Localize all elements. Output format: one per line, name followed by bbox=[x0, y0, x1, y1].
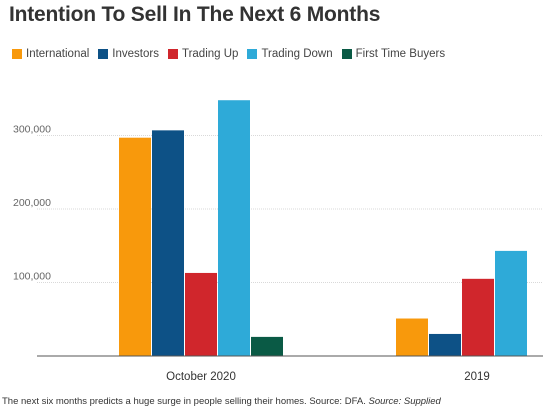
gridlines bbox=[37, 135, 543, 283]
legend-label-first-time-buyers: First Time Buyers bbox=[355, 48, 446, 60]
legend-label-trading-up: Trading Up bbox=[181, 48, 239, 60]
x-tick-label-2019: 2019 bbox=[464, 371, 490, 383]
chart-title: Intention To Sell In The Next 6 Months bbox=[9, 3, 381, 26]
bar-trading-up-2019 bbox=[462, 278, 494, 356]
legend-swatch-trading-down bbox=[247, 49, 258, 59]
y-tick-label: 100,000 bbox=[13, 271, 51, 283]
caption-text: The next six months predicts a huge surg… bbox=[2, 396, 366, 407]
legend-label-international: International bbox=[26, 48, 90, 60]
bar-international-october-2020 bbox=[119, 137, 151, 356]
caption-source: Source: Supplied bbox=[368, 396, 441, 407]
bar-investors-october-2020 bbox=[152, 130, 184, 356]
bar-first-time-buyers-october-2020 bbox=[251, 336, 283, 356]
legend-label-trading-down: Trading Down bbox=[261, 48, 333, 60]
legend-item-trading-up: Trading Up bbox=[167, 48, 239, 60]
legend-item-international: International bbox=[12, 48, 89, 60]
y-tick-label: 200,000 bbox=[13, 197, 51, 209]
bar-trading-down-2019 bbox=[495, 250, 527, 356]
x-tick-label-october-2020: October 2020 bbox=[166, 371, 236, 383]
legend-label-investors: Investors bbox=[112, 48, 159, 60]
legend-swatch-trading-up bbox=[167, 49, 178, 59]
bar-trading-down-october-2020 bbox=[218, 100, 250, 356]
legend-item-first-time-buyers: First Time Buyers bbox=[341, 48, 446, 60]
figure-caption: The next six months predicts a huge surg… bbox=[2, 396, 441, 407]
bar-trading-up-october-2020 bbox=[185, 272, 217, 356]
axes: 100,000 200,000 300,000 October 2020 2019 bbox=[13, 124, 543, 383]
legend-item-investors: Investors bbox=[98, 48, 159, 60]
legend-swatch-investors bbox=[98, 49, 109, 59]
legend-swatch-first-time-buyers bbox=[341, 49, 352, 59]
bar-investors-2019 bbox=[429, 333, 461, 356]
legend-swatch-international bbox=[12, 49, 22, 59]
legend: International Investors Trading Up Tradi… bbox=[12, 48, 454, 60]
y-tick-label: 300,000 bbox=[13, 124, 51, 136]
legend-item-trading-down: Trading Down bbox=[247, 48, 333, 60]
bars bbox=[119, 100, 527, 356]
bar-international-2019 bbox=[396, 318, 428, 356]
